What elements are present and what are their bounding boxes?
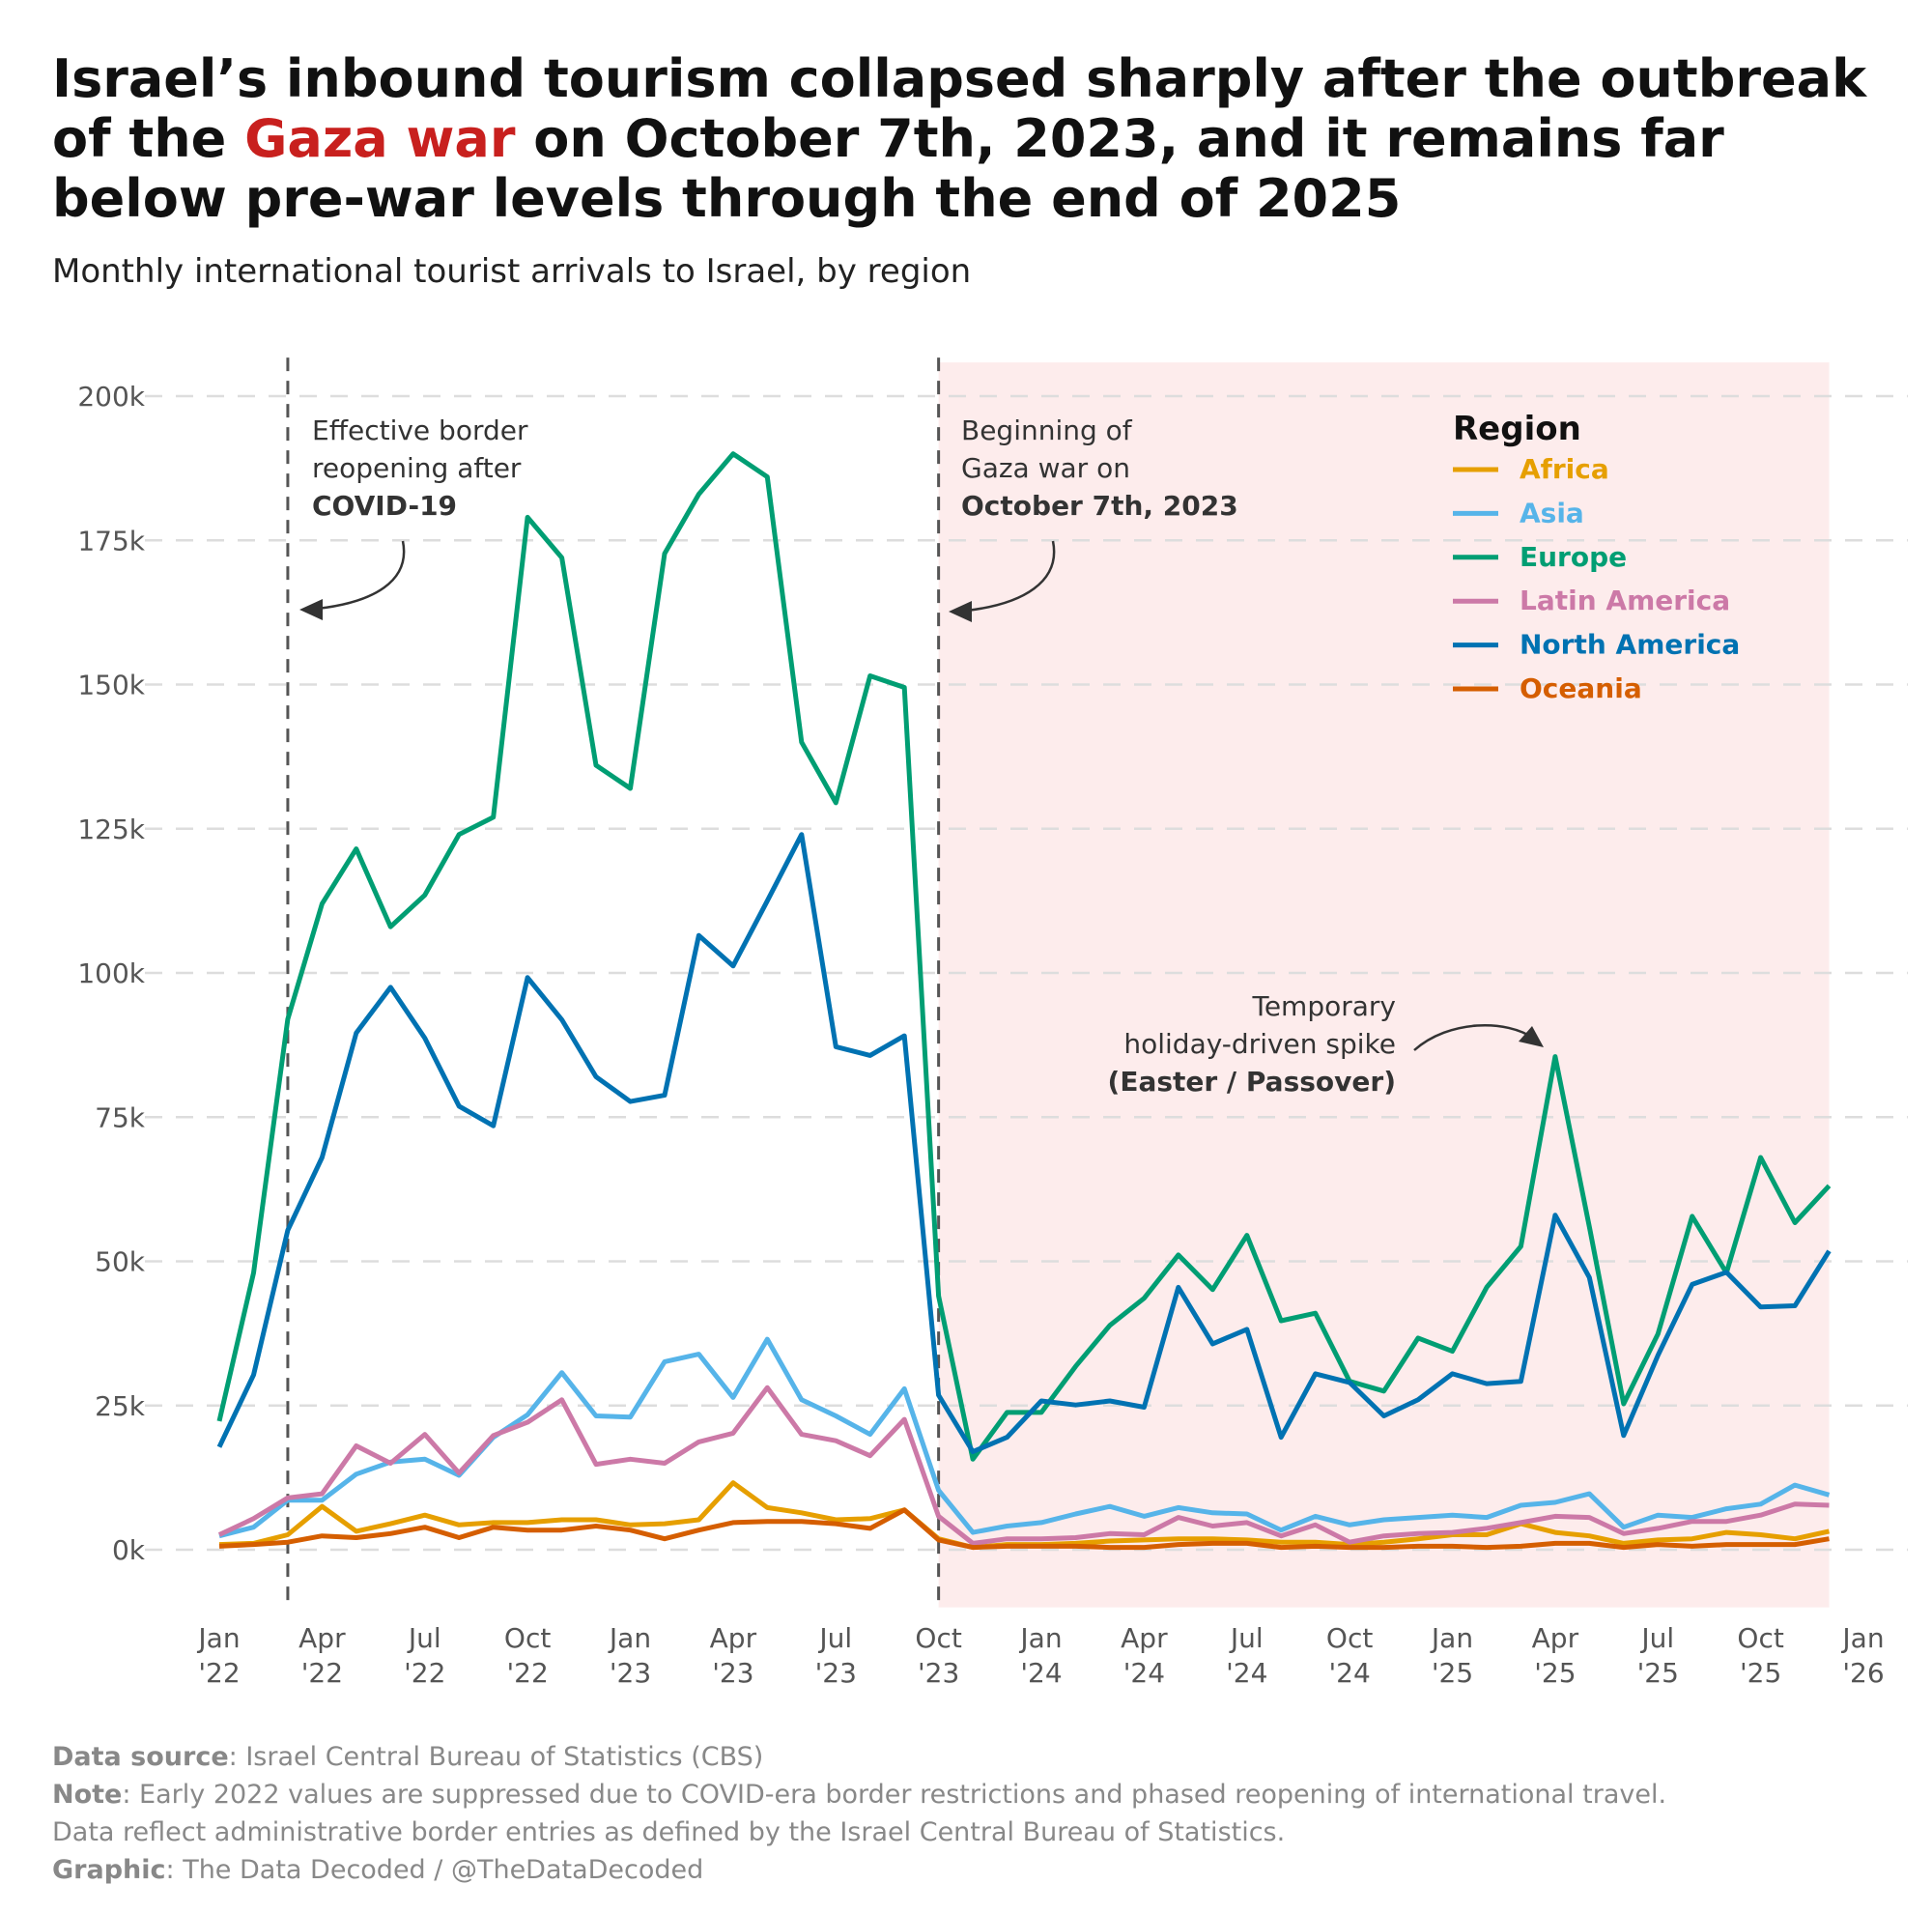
x-tick-label: '22 [301,1657,343,1689]
x-tick-label: '26 [1842,1657,1884,1689]
arrow-icon [306,540,406,612]
series-line-oceania [218,1507,1830,1551]
legend-item: Latin America [1520,585,1730,616]
war-period-shade [938,362,1830,1608]
x-tick-label: Jan [196,1622,240,1654]
x-tick-label: '23 [610,1657,651,1689]
title-text: of the [52,108,244,169]
x-tick-label: '24 [1328,1657,1370,1689]
x-tick-label: Jan [1018,1622,1062,1654]
x-tick-label: '24 [1226,1657,1267,1689]
x-tick-label: '25 [1432,1657,1473,1689]
legend-item: Europe [1520,541,1627,573]
footer-note: Note: Early 2022 values are suppressed d… [52,1780,1666,1810]
x-tick-label: '22 [198,1657,240,1689]
footer: Data source: Israel Central Bureau of St… [52,1742,1666,1885]
x-tick-label: Oct [915,1622,961,1654]
arrowhead-icon [949,601,972,622]
x-tick-label: '24 [1020,1657,1062,1689]
x-tick-label: '23 [918,1657,959,1689]
title-text: on October 7th, 2023, and it remains far [515,108,1724,169]
title-highlight: Gaza war [244,108,516,169]
footer-label: Data source [52,1742,229,1772]
chart-title-line1: Israel’s inbound tourism collapsed sharp… [52,48,1867,109]
annotation-text: holiday-driven spike [1123,1028,1396,1060]
x-tick-label: Oct [504,1622,551,1654]
annotation-spike: Temporary holiday-driven spike (Easter /… [1108,990,1544,1098]
chart-subtitle: Monthly international tourist arrivals t… [52,252,971,291]
annotation-text: October 7th, 2023 [961,490,1238,522]
x-tick-label: Jan [1430,1622,1473,1654]
x-tick-label: '22 [404,1657,445,1689]
annotation-text: reopening after [312,452,522,484]
y-tick-label: 100k [77,957,145,989]
legend-item: Oceania [1520,672,1642,704]
y-tick-label: 75k [95,1101,146,1133]
x-tick-label: '25 [1534,1657,1576,1689]
x-tick-label: Apr [1532,1622,1579,1654]
y-tick-label: 25k [95,1390,146,1422]
x-tick-label: Oct [1737,1622,1783,1654]
annotation-text: Effective border [312,414,528,446]
x-tick-label: Jul [817,1622,852,1654]
x-tick-label: '25 [1740,1657,1781,1689]
arrowhead-icon [299,599,323,620]
x-tick-label: '22 [506,1657,548,1689]
annotation-covid: Effective border reopening after COVID-1… [299,414,528,620]
footer-label: Note [52,1780,122,1810]
y-tick-label: 200k [77,381,145,413]
footer-source: Data source: Israel Central Bureau of St… [52,1742,763,1772]
arrowhead-icon [1519,1026,1544,1047]
x-tick-label: Apr [710,1622,757,1654]
chart-title-line2: of the Gaza war on October 7th, 2023, an… [52,108,1724,169]
legend-item: North America [1520,629,1740,661]
footer-label: Graphic [52,1855,166,1885]
x-tick-label: '23 [815,1657,857,1689]
x-tick-label: Apr [1121,1622,1168,1654]
series-line-europe [216,451,1832,1462]
series-line-latin-america [217,1385,1830,1546]
y-tick-label: 125k [77,814,145,845]
arrow-icon [1413,1024,1535,1051]
legend: Region Africa Asia Europe Latin America Nort… [1453,410,1740,704]
footer-text: : The Data Decoded / @TheDataDecoded [166,1855,704,1885]
x-tick-label: Oct [1326,1622,1373,1654]
footer-note-line2: Data reflect administrative border entri… [52,1817,1285,1847]
x-tick-label: Apr [298,1622,346,1654]
y-tick-label: 175k [77,525,145,557]
annotation-text: Gaza war on [961,452,1130,484]
annotation-text: COVID-19 [312,490,457,522]
x-tick-label: '25 [1637,1657,1679,1689]
annotation-text: Temporary [1251,990,1396,1022]
footer-graphic: Graphic: The Data Decoded / @TheDataDeco… [52,1855,703,1885]
y-tick-label: 0k [112,1534,146,1566]
annotation-text: Beginning of [961,414,1133,446]
y-tick-label: 50k [95,1246,146,1278]
x-tick-label: Jan [608,1622,651,1654]
y-tick-label: 150k [77,670,145,701]
x-tick-label: Jul [1639,1622,1674,1654]
x-tick-label: Jan [1840,1622,1884,1654]
footer-text: : Israel Central Bureau of Statistics (C… [229,1742,764,1772]
series-line-north-america [216,832,1832,1454]
legend-item: Africa [1520,453,1609,485]
annotation-war: Beginning of Gaza war on October 7th, 20… [949,414,1238,622]
annotation-text: (Easter / Passover) [1108,1066,1396,1098]
arrow-icon [955,540,1056,614]
x-tick-label: '23 [712,1657,753,1689]
plot-area: 0k25k50k75k100k125k150k175k200kJan'22Apr… [77,357,1908,1689]
chart-title-line3: below pre-war levels through the end of … [52,168,1401,229]
legend-title: Region [1453,410,1581,448]
x-tick-label: '24 [1123,1657,1165,1689]
legend-item: Asia [1520,497,1584,528]
x-tick-label: Jul [1229,1622,1264,1654]
x-tick-label: Jul [407,1622,441,1654]
footer-text: : Early 2022 values are suppressed due t… [122,1780,1666,1810]
